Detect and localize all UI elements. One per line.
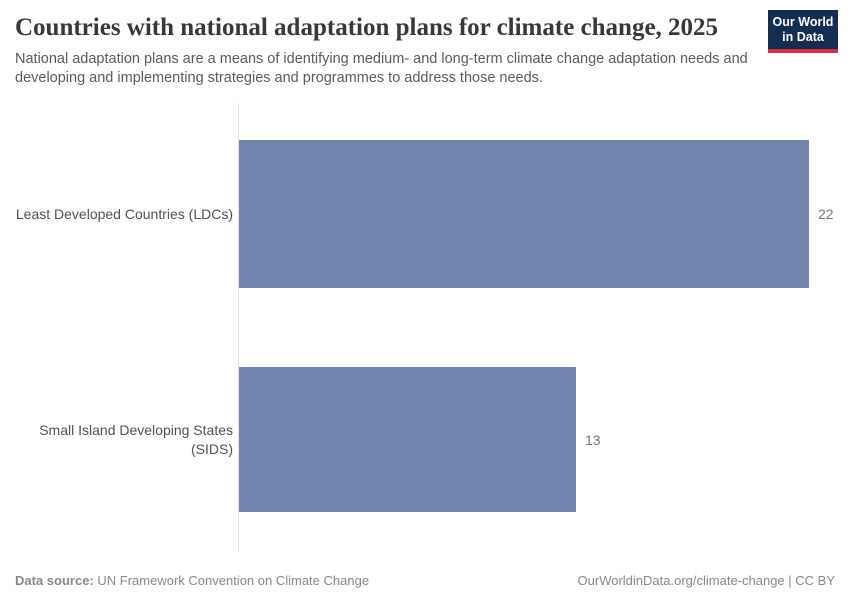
y-axis-line	[238, 103, 239, 550]
chart-subtitle: National adaptation plans are a means of…	[15, 51, 748, 86]
data-source: Data source: UN Framework Convention on …	[15, 573, 369, 588]
owid-logo-line1: Our World	[772, 15, 834, 29]
category-label-sids: Small Island Developing States (SIDS)	[39, 421, 233, 457]
bar-row: 13	[239, 367, 850, 512]
bar-chart: Least Developed Countries (LDCs) 22 Smal…	[0, 103, 850, 550]
data-source-value: UN Framework Convention on Climate Chang…	[97, 573, 370, 588]
chart-footer: Data source: UN Framework Convention on …	[15, 573, 835, 588]
owid-logo-line2: in Data	[782, 30, 824, 44]
value-label: 22	[818, 206, 834, 222]
bar[interactable]	[239, 367, 576, 512]
credit-link[interactable]: OurWorldinData.org/climate-change | CC B…	[577, 573, 835, 588]
owid-logo[interactable]: Our World in Data	[768, 10, 838, 53]
category-label-ldcs: Least Developed Countries (LDCs)	[15, 205, 233, 222]
bar[interactable]	[239, 140, 809, 288]
bar-row: 22	[239, 140, 850, 288]
value-label: 13	[585, 431, 601, 448]
page-title: Countries with national adaptation plans…	[15, 14, 719, 41]
data-source-label: Data source:	[15, 573, 94, 588]
